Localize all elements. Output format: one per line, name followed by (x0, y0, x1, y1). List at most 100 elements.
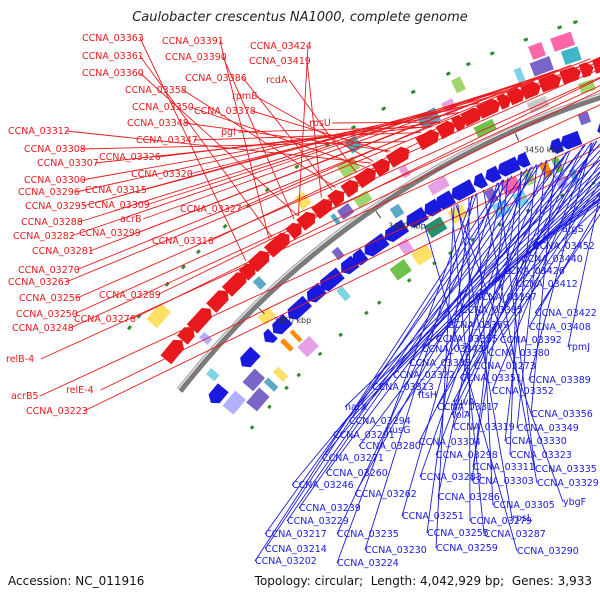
feature-block (289, 329, 303, 343)
gene-label-forward: CCNA_03424 (250, 41, 312, 52)
leader-line-reverse (325, 151, 569, 474)
feature-block (257, 307, 276, 326)
inner-marker (376, 300, 382, 305)
gene-label-reverse: CCNA_03369 (447, 320, 509, 331)
inner-marker (406, 278, 412, 283)
outer-marker (222, 223, 228, 229)
genome-summary-footer: Topology: circular; Length: 4,042,929 bp… (254, 574, 592, 588)
gene-label-reverse: CCNA_03349 (517, 423, 579, 434)
genome-backbone-ring (178, 95, 600, 393)
outer-marker (489, 51, 495, 56)
gene-label-reverse: CCNA_03260 (326, 468, 388, 479)
kbp-tick-label: 3350 kbp (274, 316, 312, 325)
gene-label-reverse: narX (345, 402, 368, 413)
gene-label-reverse: CCNA_03397 (475, 292, 537, 303)
gene-label-reverse: ybgF (563, 497, 586, 508)
leader-line-forward (219, 40, 270, 240)
gene-label-forward: CCNA_03263 (8, 277, 70, 288)
leader-line-reverse (254, 179, 504, 562)
kbp-tick (375, 211, 382, 219)
leader-line-forward (139, 72, 299, 217)
forward-gene-arrow (238, 263, 256, 281)
feature-block (398, 165, 411, 179)
gene-label-reverse: CCNA_03335 (535, 464, 597, 475)
leader-line-reverse (408, 175, 600, 364)
gene-label-reverse: CCNA_03426 (503, 266, 565, 277)
leader-line-forward (242, 77, 333, 191)
outer-marker (445, 71, 451, 76)
reverse-gene-arrow (341, 255, 360, 275)
leader-line-reverse (497, 182, 536, 470)
leader-line-forward (40, 104, 600, 360)
reverse-gene-arrow (287, 295, 312, 320)
feature-block (280, 338, 294, 352)
feature-block (513, 67, 526, 83)
gene-label-reverse: CCNA_03291 (333, 430, 395, 441)
reverse-gene-arrow (364, 233, 390, 257)
gene-label-reverse: ruvA (453, 397, 476, 408)
forward-gene-arrow (451, 115, 467, 132)
leader-line-forward (156, 77, 600, 296)
feature-block (206, 368, 220, 382)
gene-label-reverse: CCNA_03323 (510, 450, 572, 461)
inner-marker (284, 385, 289, 391)
feature-block (577, 111, 592, 126)
forward-gene-arrow (311, 198, 333, 220)
leader-line-reverse (364, 193, 477, 551)
gene-label-forward: CCNA_03256 (19, 293, 81, 304)
gene-label-reverse: CCNA_03355 (436, 334, 498, 345)
forward-gene-arrow (177, 327, 195, 345)
leader-line-forward (76, 68, 600, 299)
leader-line-forward (254, 95, 374, 162)
feature-block (568, 168, 580, 184)
gene-label-forward: pgl (221, 127, 236, 138)
reverse-gene-arrow (436, 190, 456, 210)
leader-line-reverse (567, 191, 600, 348)
gene-label-reverse: CCNA_03235 (337, 529, 399, 540)
leader-line-forward (73, 76, 600, 315)
inner-marker (364, 310, 369, 316)
gene-label-forward: CCNA_03327 (180, 204, 242, 215)
gene-label-forward: CCNA_03276 (74, 314, 136, 325)
gene-label-forward: CCNA_03282 (13, 231, 75, 242)
gene-label-forward: CCNA_03281 (32, 246, 94, 257)
outer-marker (180, 264, 186, 270)
leader-line-forward (81, 141, 406, 150)
forward-gene-arrow (340, 179, 359, 198)
leader-line-reverse (455, 204, 564, 503)
outer-marker (557, 25, 563, 30)
gene-label-forward: CCNA_03223 (26, 406, 88, 417)
inner-marker (338, 332, 343, 338)
gene-label-forward: rpsU (309, 118, 331, 129)
gene-label-reverse: CCNA_03356 (531, 409, 593, 420)
gene-label-forward: CCNA_03320 (131, 169, 193, 180)
forward-gene-arrow (578, 62, 594, 78)
topology-label: Topology: (254, 574, 311, 588)
gene-label-forward: CCNA_03350 (132, 102, 194, 113)
leader-line-reverse (471, 177, 509, 482)
gene-label-reverse: argS (562, 224, 584, 235)
gene-label-reverse: CCNA_03262 (355, 489, 417, 500)
reverse-gene-arrow (497, 156, 521, 177)
gene-label-forward: rcdA (266, 75, 288, 86)
gene-label-reverse: CCNA_03239 (299, 503, 361, 514)
feature-block (473, 118, 497, 138)
gene-label-reverse: CCNA_03305 (493, 500, 555, 511)
leader-line-reverse (291, 151, 569, 486)
forward-gene-arrow (186, 308, 212, 334)
gene-label-forward: CCNA_03296 (18, 187, 80, 198)
map-title: Caulobacter crescentus NA1000, complete … (132, 10, 468, 25)
feature-block (389, 203, 405, 219)
gene-label-forward: CCNA_03248 (12, 323, 74, 334)
gene-label-reverse: CCNA_03440 (521, 254, 583, 265)
genes-value: 3,933 (557, 574, 592, 588)
gene-label-forward: CCNA_03358 (125, 85, 187, 96)
feature-block (337, 203, 355, 220)
gene-label-reverse: CCNA_03311 (473, 462, 535, 473)
leader-line-forward (131, 89, 600, 320)
forward-gene-arrow (247, 250, 270, 273)
topology-value: circular (314, 574, 360, 588)
leader-line-reverse (336, 195, 474, 564)
gene-label-forward: CCNA_03295 (25, 201, 87, 212)
feature-block (483, 187, 499, 205)
